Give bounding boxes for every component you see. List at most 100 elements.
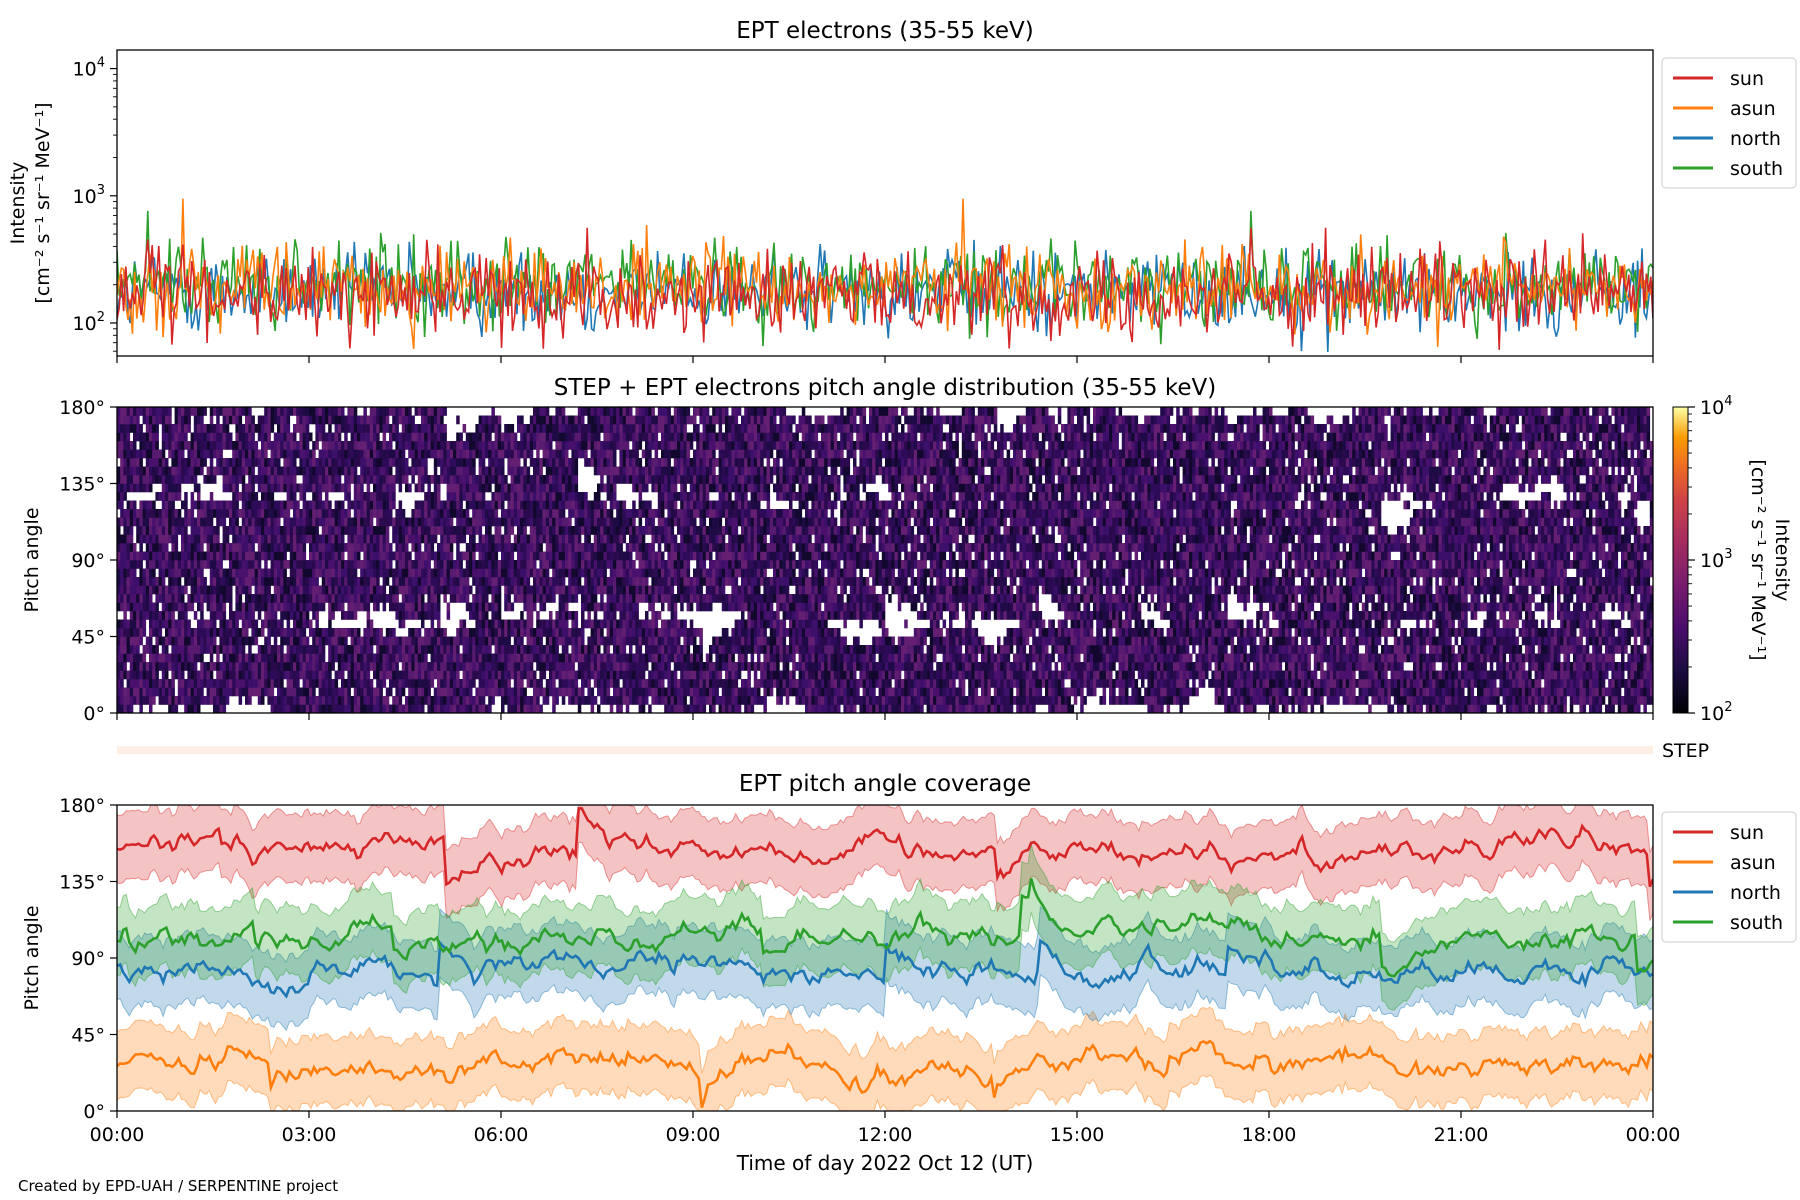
panel2-heatmap-cell xyxy=(533,568,537,578)
panel2-heatmap-cell xyxy=(145,534,150,544)
panel2-heatmap-cell xyxy=(139,500,143,510)
panel2-heatmap-cell xyxy=(117,432,121,442)
panel2-heatmap-cell xyxy=(408,679,412,688)
panel2-heatmap-cell xyxy=(526,679,531,688)
panel2-heatmap-cell xyxy=(225,458,230,467)
panel2-heatmap-cell xyxy=(331,602,335,612)
panel2-heatmap-cell xyxy=(315,517,319,527)
panel2-heatmap-cell xyxy=(235,653,239,663)
panel2-heatmap-cell xyxy=(363,466,367,476)
panel2-heatmap-cell xyxy=(235,424,239,433)
panel2-heatmap-cell xyxy=(197,441,201,450)
panel2-heatmap-cell xyxy=(561,611,566,620)
panel2-heatmap-cell xyxy=(270,568,275,578)
panel2-heatmap-cell xyxy=(453,594,457,603)
panel2-heatmap-cell xyxy=(222,577,227,586)
panel2-heatmap-cell xyxy=(145,670,150,680)
panel2-heatmap-cell xyxy=(504,534,508,544)
panel2-heatmap-cell xyxy=(142,551,147,561)
panel2-heatmap-cell xyxy=(206,551,211,561)
panel2-heatmap-cell xyxy=(165,441,169,450)
panel2-heatmap-cell xyxy=(465,492,470,501)
panel2-heatmap-cell xyxy=(475,509,479,518)
panel2-heatmap-cell xyxy=(574,645,579,654)
panel2-heatmap-cell xyxy=(305,687,310,697)
panel2-heatmap-cell xyxy=(152,611,156,620)
panel2-heatmap-cell xyxy=(334,696,339,705)
panel2-heatmap-cell xyxy=(584,407,588,416)
panel2-heatmap-cell xyxy=(347,568,351,578)
panel2-heatmap-cell xyxy=(283,526,287,535)
panel2-heatmap-cell xyxy=(184,611,188,620)
panel2-heatmap-cell xyxy=(385,670,390,680)
panel2-heatmap-cell xyxy=(389,551,393,561)
panel2-heatmap-cell xyxy=(126,636,131,646)
panel2-heatmap-cell xyxy=(302,509,307,518)
panel2-heatmap-cell xyxy=(241,560,246,569)
panel2-heatmap-cell xyxy=(603,619,607,629)
panel2-heatmap-cell xyxy=(126,466,131,476)
panel2-heatmap-cell xyxy=(184,704,188,713)
panel2-heatmap-cell xyxy=(513,534,518,544)
panel2-heatmap-cell xyxy=(184,662,188,671)
panel2-heatmap-cell xyxy=(261,585,265,595)
panel2-heatmap-cell xyxy=(142,483,147,493)
panel2-heatmap-cell xyxy=(363,441,367,450)
panel2-heatmap-cell xyxy=(149,449,153,459)
panel2-heatmap-cell xyxy=(616,662,620,671)
panel2-heatmap-cell xyxy=(334,534,339,544)
panel2-heatmap-cell xyxy=(526,492,531,501)
panel2-heatmap-cell xyxy=(235,687,239,697)
panel2-heatmap-cell xyxy=(165,653,169,663)
panel2-heatmap-cell xyxy=(174,517,179,527)
panel2-heatmap-cell xyxy=(414,483,419,493)
panel2-heatmap-cell xyxy=(350,670,355,680)
panel2-heatmap-cell xyxy=(264,619,268,629)
panel2-heatmap-cell xyxy=(456,432,460,442)
panel2-heatmap-cell xyxy=(465,441,470,450)
panel2-heatmap-cell xyxy=(123,636,127,646)
panel1-ylabel-line2: [cm⁻² s⁻¹ sr⁻¹ MeV⁻¹] xyxy=(32,102,54,303)
panel2-heatmap-cell xyxy=(344,679,348,688)
panel2-heatmap-cell xyxy=(395,441,399,450)
panel2-heatmap-cell xyxy=(382,602,387,612)
panel2-heatmap-cell xyxy=(302,466,307,476)
panel2-heatmap-cell xyxy=(520,415,524,425)
panel2-heatmap-cell xyxy=(398,704,403,713)
panel2-heatmap-cell xyxy=(315,679,319,688)
panel2-heatmap-cell xyxy=(501,704,505,713)
panel2-heatmap-cell xyxy=(379,687,383,697)
panel2-heatmap-cell xyxy=(142,653,147,663)
panel2-heatmap-cell xyxy=(200,670,204,680)
panel2-heatmap-cell xyxy=(177,458,182,467)
panel2-heatmap-cell xyxy=(600,526,604,535)
panel2-heatmap-cell xyxy=(161,534,166,544)
panel2-heatmap-cell xyxy=(216,704,220,713)
panel2-heatmap-cell xyxy=(139,662,143,671)
panel2-heatmap-cell xyxy=(261,594,265,603)
panel2-heatmap-cell xyxy=(209,407,214,416)
panel2-heatmap-cell xyxy=(600,568,604,578)
panel2-heatmap-cell xyxy=(593,696,598,705)
panel2-heatmap-cell xyxy=(136,628,140,637)
panel2-heatmap-cell xyxy=(283,704,287,713)
panel2-heatmap-cell xyxy=(309,568,313,578)
panel2-heatmap-cell xyxy=(379,526,383,535)
panel2-heatmap-cell xyxy=(283,560,287,569)
panel2-heatmap-cell xyxy=(616,653,620,663)
panel2-heatmap-cell xyxy=(171,551,175,561)
panel2-heatmap-cell xyxy=(481,670,486,680)
panel2-heatmap-cell xyxy=(552,645,556,654)
panel2-heatmap-cell xyxy=(264,568,268,578)
panel2-heatmap-cell xyxy=(373,509,377,518)
panel2-heatmap-cell xyxy=(597,466,601,476)
panel2-heatmap-cell xyxy=(133,509,137,518)
panel2-heatmap-cell xyxy=(293,517,297,527)
panel2-heatmap-cell xyxy=(533,577,537,586)
panel2-heatmap-cell xyxy=(168,577,172,586)
panel2-heatmap-cell xyxy=(411,449,415,459)
panel2-heatmap-cell xyxy=(485,670,489,680)
panel2-heatmap-cell xyxy=(523,696,527,705)
panel2-heatmap-cell xyxy=(318,653,323,663)
panel2-heatmap-cell xyxy=(574,619,579,629)
